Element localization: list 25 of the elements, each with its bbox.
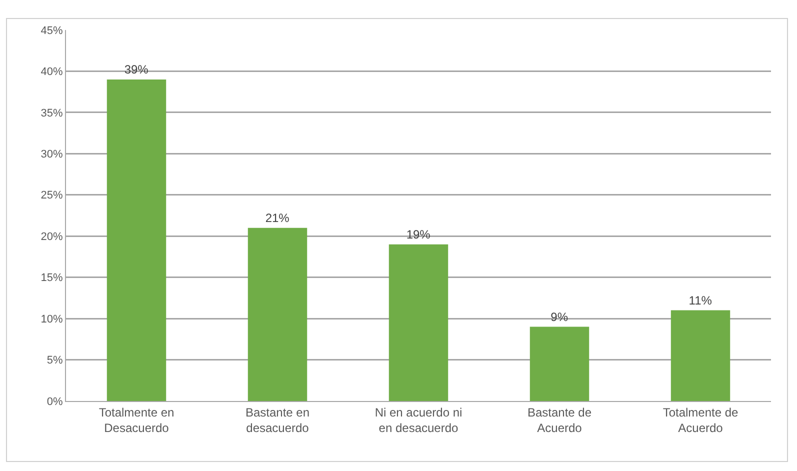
- data-label: 9%: [550, 310, 568, 324]
- y-tick-label: 15%: [40, 272, 64, 284]
- data-label: 39%: [124, 62, 149, 76]
- bar: [248, 228, 308, 401]
- x-tick-label: Bastante en desacuerdo: [245, 405, 310, 435]
- data-label: 19%: [406, 227, 431, 242]
- y-tick-label: 30%: [40, 148, 64, 161]
- x-tick-label: Bastante de Acuerdo: [527, 405, 592, 435]
- y-tick-label: 40%: [40, 66, 64, 78]
- bar: [388, 244, 448, 401]
- y-tick-label: 10%: [40, 313, 64, 326]
- bar: [106, 79, 166, 401]
- bar: [530, 326, 590, 401]
- y-tick-label: 20%: [40, 230, 64, 243]
- x-tick-label: Ni en acuerdo ni en desacuerdo: [374, 405, 462, 435]
- y-tick-label: 35%: [40, 107, 64, 120]
- y-tick-label: 25%: [40, 190, 64, 202]
- x-tick-label: Totalmente de Acuerdo: [662, 405, 739, 435]
- y-tick-label: 5%: [46, 354, 64, 367]
- bar: [670, 310, 730, 401]
- data-label: 11%: [688, 293, 712, 308]
- y-tick-label: 45%: [40, 24, 64, 37]
- y-tick-label: 0%: [46, 396, 64, 408]
- data-label: 21%: [265, 210, 290, 225]
- x-tick-label: Totalmente en Desacuerdo: [98, 405, 174, 435]
